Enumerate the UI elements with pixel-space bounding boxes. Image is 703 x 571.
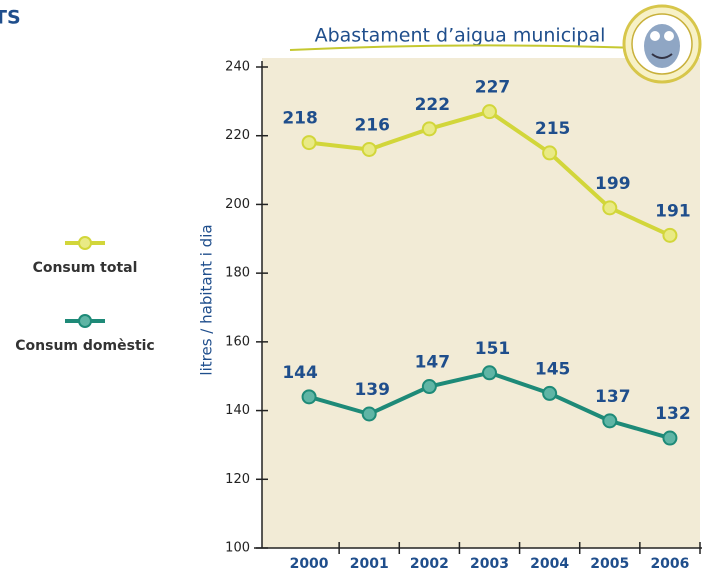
header-fragment: TS bbox=[0, 7, 21, 29]
value-label: 145 bbox=[535, 359, 571, 379]
y-tick-label: 240 bbox=[225, 60, 250, 75]
y-tick-label: 160 bbox=[225, 334, 250, 349]
value-label: 216 bbox=[354, 115, 390, 135]
x-tick-label: 2003 bbox=[470, 556, 509, 571]
chart: TS Abastament d’aigua municipal litres /… bbox=[0, 0, 703, 571]
data-point bbox=[663, 432, 676, 445]
x-tick-label: 2004 bbox=[530, 556, 569, 571]
y-tick-label: 180 bbox=[225, 266, 250, 281]
value-label: 132 bbox=[655, 404, 691, 424]
y-tick-label: 100 bbox=[225, 541, 250, 556]
y-tick-label: 120 bbox=[225, 472, 250, 487]
value-label: 227 bbox=[475, 78, 511, 98]
legend-marker bbox=[79, 315, 91, 327]
data-point bbox=[603, 414, 616, 427]
x-tick-label: 2006 bbox=[650, 556, 689, 571]
data-point bbox=[543, 146, 556, 159]
data-point bbox=[663, 229, 676, 242]
chart-title: Abastament d’aigua municipal bbox=[315, 25, 606, 47]
value-label: 139 bbox=[354, 380, 390, 400]
x-tick-label: 2002 bbox=[410, 556, 449, 571]
value-label: 151 bbox=[475, 339, 511, 359]
y-axis-label: litres / habitant i dia bbox=[198, 224, 216, 375]
data-point bbox=[423, 380, 436, 393]
value-label: 215 bbox=[535, 119, 571, 139]
legend-label: Consum domèstic bbox=[15, 338, 154, 354]
legend-label: Consum total bbox=[33, 260, 138, 276]
data-point bbox=[603, 201, 616, 214]
data-point bbox=[303, 136, 316, 149]
data-point bbox=[303, 390, 316, 403]
mascot-badge bbox=[624, 6, 700, 82]
value-label: 137 bbox=[595, 387, 631, 407]
legend-marker bbox=[79, 237, 91, 249]
value-label: 218 bbox=[282, 109, 318, 129]
value-label: 147 bbox=[415, 353, 451, 373]
plot-area bbox=[262, 58, 700, 548]
value-label: 222 bbox=[415, 95, 451, 115]
y-tick-label: 200 bbox=[225, 197, 250, 212]
data-point bbox=[363, 143, 376, 156]
data-point bbox=[363, 408, 376, 421]
data-point bbox=[483, 105, 496, 118]
y-tick-label: 140 bbox=[225, 403, 250, 418]
value-label: 144 bbox=[282, 363, 318, 383]
x-tick-label: 2005 bbox=[590, 556, 629, 571]
data-point bbox=[543, 387, 556, 400]
x-tick-label: 2001 bbox=[350, 556, 389, 571]
data-point bbox=[483, 366, 496, 379]
x-tick-label: 2000 bbox=[290, 556, 329, 571]
value-label: 199 bbox=[595, 174, 631, 194]
data-point bbox=[423, 122, 436, 135]
value-label: 191 bbox=[655, 201, 691, 221]
y-tick-label: 220 bbox=[225, 128, 250, 143]
